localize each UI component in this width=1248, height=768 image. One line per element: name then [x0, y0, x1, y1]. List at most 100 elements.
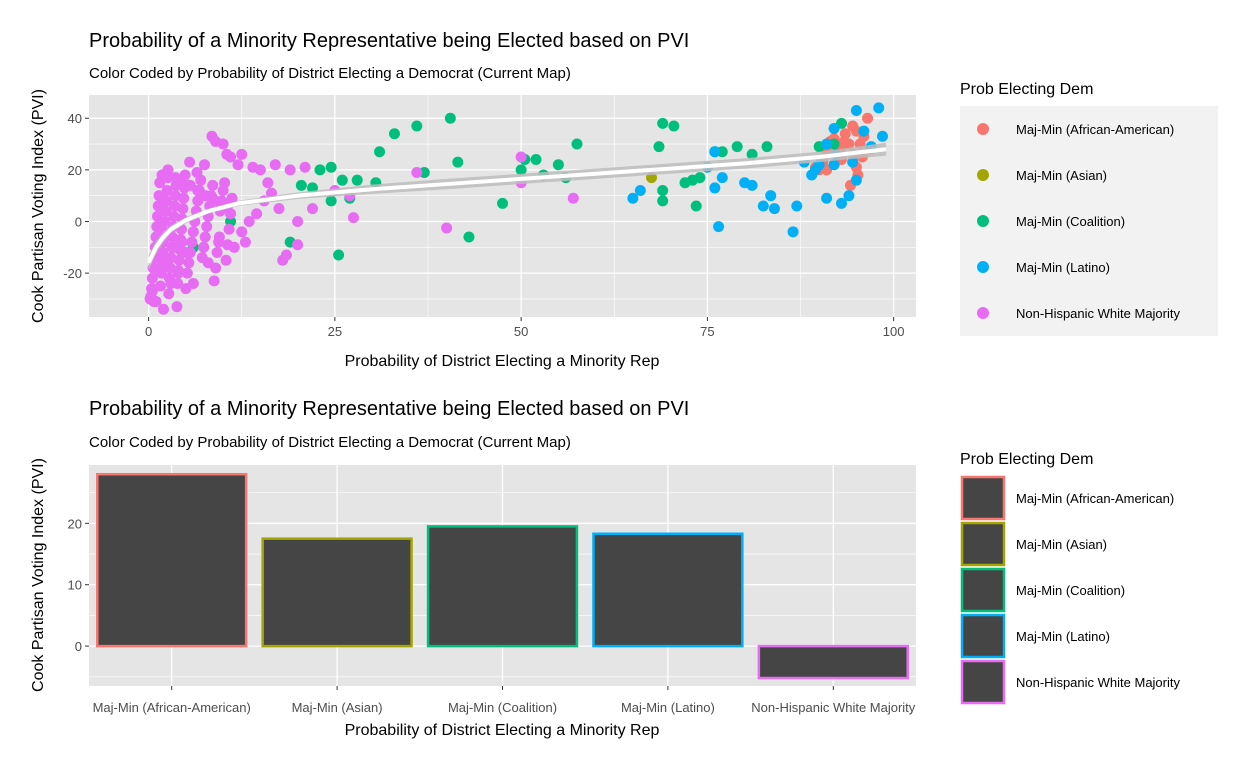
scatter-point [232, 159, 244, 171]
scatter-legend-key [977, 261, 989, 273]
scatter-point [160, 195, 172, 207]
scatter-point [850, 174, 862, 186]
scatter-point [165, 277, 177, 289]
scatter-y-tick-label: 0 [75, 214, 82, 229]
scatter-point [273, 203, 285, 215]
scatter-point [821, 138, 833, 150]
scatter-point [374, 146, 386, 158]
scatter-point [217, 138, 229, 150]
scatter-point [191, 166, 203, 178]
bar-marks [96, 472, 909, 680]
scatter-point [161, 185, 173, 197]
scatter-point [207, 179, 219, 191]
scatter-point [187, 277, 199, 289]
bar-x-tick-label: Maj-Min (Latino) [621, 700, 715, 715]
bar [757, 644, 909, 680]
bar-x-tick-label: Maj-Min (Coalition) [448, 700, 557, 715]
scatter-point [173, 254, 185, 266]
scatter-point [183, 257, 195, 269]
scatter-point [180, 246, 192, 258]
scatter-legend-background [960, 106, 1218, 336]
scatter-point [236, 148, 248, 160]
scatter-legend-label: Maj-Min (African-American) [1016, 122, 1174, 137]
scatter-y-tick-label: 40 [68, 111, 82, 126]
scatter-point [347, 212, 359, 224]
scatter-point [746, 148, 758, 160]
scatter-point [657, 185, 669, 197]
scatter-point [325, 161, 337, 173]
scatter-point [828, 159, 840, 171]
scatter-point [411, 120, 423, 132]
scatter-point [850, 104, 862, 116]
bar [592, 532, 744, 648]
scatter-legend-key [977, 169, 989, 181]
scatter-point [280, 249, 292, 261]
scatter-point [159, 215, 171, 227]
scatter-smooth-fit [146, 142, 887, 271]
scatter-point [299, 161, 311, 173]
bar-y-tick-label: 0 [75, 639, 82, 654]
bar-x-axis: Maj-Min (African-American) Maj-Min (Asian… [93, 686, 916, 715]
bar-y-label: Cook Partisan Voting Index (PVI) [30, 458, 47, 692]
scatter-point [821, 192, 833, 204]
scatter-legend-key [977, 123, 989, 135]
scatter-point [791, 200, 803, 212]
scatter-point [211, 246, 223, 258]
scatter-point [186, 236, 198, 248]
scatter-point [202, 257, 214, 269]
scatter-point [225, 151, 237, 163]
scatter-point [761, 141, 773, 153]
scatter-y-label: Cook Partisan Voting Index (PVI) [30, 89, 47, 323]
scatter-point [452, 156, 464, 168]
scatter-point [160, 205, 172, 217]
scatter-point [828, 123, 840, 135]
scatter-point [441, 222, 453, 234]
scatter-point [463, 231, 475, 243]
scatter-point [694, 172, 706, 184]
bar-legend-key [960, 613, 1006, 659]
scatter-point [325, 195, 337, 207]
scatter-point [351, 174, 363, 186]
scatter-point [746, 179, 758, 191]
bar-legend-key [960, 475, 1006, 521]
scatter-point [208, 275, 220, 287]
scatter-point [838, 135, 850, 147]
bar-x-label: Probability of District Electing a Minor… [345, 722, 660, 739]
scatter-point [634, 185, 646, 197]
scatter-legend-key [977, 307, 989, 319]
scatter-point [336, 174, 348, 186]
scatter-point [146, 285, 158, 297]
scatter-point [515, 151, 527, 163]
bar-y-tick-label: 20 [68, 516, 82, 531]
scatter-point [162, 164, 174, 176]
scatter-point [873, 102, 885, 114]
scatter-x-axis: 0 25 50 75 100 [145, 317, 905, 339]
scatter-point [497, 197, 508, 209]
scatter-y-axis: -20 0 20 40 [63, 111, 89, 281]
scatter-title: Probability of a Minority Representative… [89, 30, 689, 52]
scatter-point [292, 239, 304, 251]
scatter-point [228, 241, 240, 253]
bar-legend: Prob Electing Dem Maj-Min (African-Ameri… [960, 451, 1180, 705]
scatter-y-tick-label: 20 [68, 163, 82, 178]
scatter-points [144, 102, 888, 315]
scatter-point [155, 280, 167, 292]
bar-title: Probability of a Minority Representative… [89, 398, 689, 420]
scatter-point [668, 120, 680, 132]
scatter-x-tick-label: 50 [514, 324, 528, 339]
smooth-fit-line [146, 147, 887, 264]
scatter-point [223, 223, 235, 235]
scatter-point [757, 200, 769, 212]
scatter-point [653, 141, 665, 153]
scatter-subtitle: Color Coded by Probability of District E… [89, 65, 571, 82]
scatter-point [176, 236, 188, 248]
scatter-point [236, 226, 248, 238]
scatter-point [262, 177, 274, 189]
scatter-x-label: Probability of District Electing a Minor… [345, 353, 660, 370]
bar [426, 525, 579, 648]
scatter-legend-label: Maj-Min (Asian) [1016, 168, 1107, 183]
scatter-point [835, 197, 847, 209]
scatter-legend-label: Maj-Min (Latino) [1016, 260, 1110, 275]
bar-y-axis: 0 10 20 [68, 516, 89, 654]
scatter-point [187, 226, 199, 238]
